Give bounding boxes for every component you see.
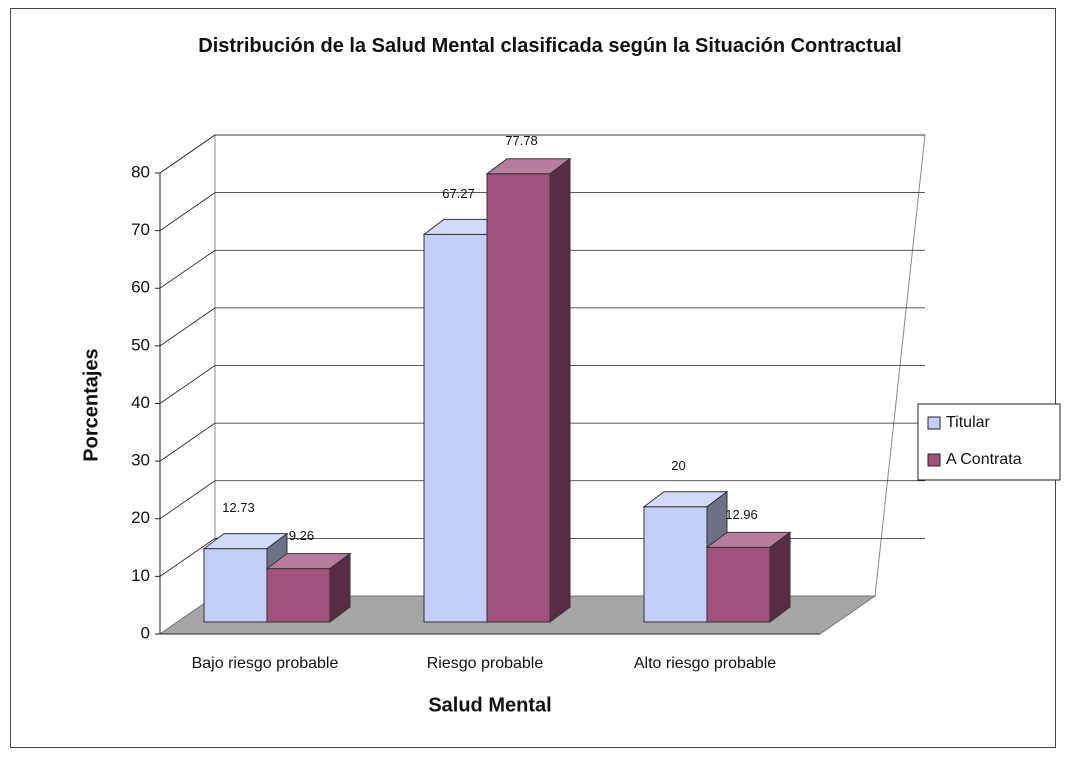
- value-label: 12.73: [222, 500, 255, 515]
- y-axis-label: Porcentajes: [80, 348, 102, 461]
- grid-line-side: [159, 134, 216, 174]
- y-tick-label: 30: [131, 451, 150, 470]
- bar-side: [769, 531, 791, 623]
- bar-front: [486, 173, 551, 623]
- chart-title: Distribución de la Salud Mental clasific…: [198, 35, 902, 57]
- x-tick-label: Riesgo probable: [427, 655, 544, 672]
- bar-side: [549, 157, 571, 623]
- value-label: 67.27: [442, 186, 475, 201]
- grid-line-side: [159, 480, 216, 520]
- y-tick-label: 0: [141, 623, 150, 642]
- value-label: 9.26: [289, 528, 314, 543]
- x-axis-label: Salud Mental: [428, 694, 551, 716]
- y-tick-label: 10: [131, 566, 150, 585]
- legend-swatch: [927, 453, 941, 467]
- bar: [265, 552, 352, 623]
- y-tick-label: 70: [131, 220, 150, 239]
- grid-line-side: [159, 307, 216, 347]
- y-tick-label: 80: [131, 162, 150, 181]
- value-label: 20: [671, 458, 685, 473]
- value-label: 12.96: [725, 507, 758, 522]
- grid-line-side: [159, 249, 216, 289]
- y-tick-label: 20: [131, 508, 150, 527]
- bar-front: [643, 506, 708, 623]
- grid-line-side: [159, 365, 216, 404]
- grid-line-side: [159, 192, 216, 231]
- legend-label: Titular: [946, 414, 991, 431]
- y-tick-label: 60: [131, 278, 150, 297]
- bar-side: [329, 552, 351, 623]
- legend-label: A Contrata: [946, 451, 1022, 468]
- legend-box: [917, 403, 1061, 481]
- grid-line-side: [159, 422, 216, 462]
- x-tick-label: Bajo riesgo probable: [192, 655, 339, 672]
- bar: [485, 157, 572, 623]
- bar-front: [423, 233, 488, 623]
- legend-swatch: [927, 416, 941, 430]
- bar-front: [203, 548, 268, 623]
- y-tick-label: 50: [131, 335, 150, 354]
- bar-front: [266, 568, 331, 623]
- grid-line-side: [159, 538, 216, 577]
- y-tick-label: 40: [131, 393, 150, 412]
- chart-frame: [10, 8, 1056, 748]
- bar-front: [706, 546, 771, 623]
- bar: [705, 531, 792, 623]
- x-tick-label: Alto riesgo probable: [634, 655, 776, 672]
- value-label: 77.78: [505, 133, 538, 148]
